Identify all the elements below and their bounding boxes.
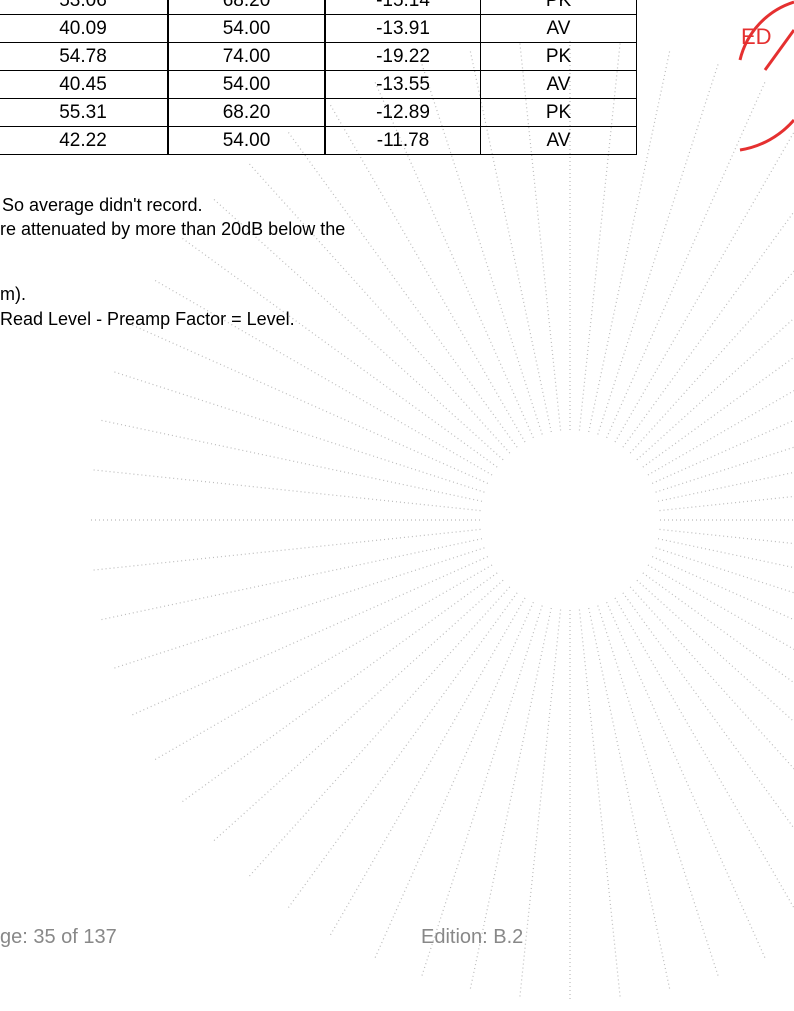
ray [100,420,481,501]
ray [615,104,794,442]
page-number: ge: 35 of 137 [0,926,117,949]
table-cell: -15.14 [325,0,481,15]
ray [589,608,670,989]
table-cell: -19.22 [325,43,481,71]
ray [660,470,794,511]
table-cell: 55.31 [0,99,168,127]
ray [623,132,794,448]
table-cell: 54.00 [168,127,325,155]
table-cell: PK [481,99,637,127]
table-cell: -13.55 [325,71,481,99]
edition: Edition: B.2 [421,926,523,949]
table-cell: PK [481,0,637,15]
ray [643,238,794,467]
table-cell: 54.00 [168,71,325,99]
ray [615,598,794,936]
ray [131,325,487,484]
ray [422,606,543,977]
ray [113,548,484,669]
note: Read Level - Preamp Factor = Level. [0,309,295,330]
ray [630,163,794,453]
ray [656,372,794,493]
table-cell: AV [481,127,637,155]
ray [375,602,534,958]
table-cell: 74.00 [168,43,325,71]
ray [113,372,484,493]
table-cell: -11.78 [325,127,481,155]
stamp-text: ED [741,24,772,50]
ray [100,539,481,620]
table-cell: 68.20 [168,99,325,127]
ray [579,610,620,998]
ray [643,573,794,802]
ray [656,548,794,669]
ray [630,587,794,877]
ray [330,598,525,936]
table-cell: 40.09 [0,15,168,43]
ray [288,593,517,909]
table-cell: 40.45 [0,71,168,99]
ray [648,565,794,760]
page: 53.0668.20-15.14PK40.0954.00-13.91AV54.7… [0,0,794,1011]
ray [249,587,510,877]
table-cell: -12.89 [325,99,481,127]
table-cell: 54.78 [0,43,168,71]
ray [598,606,719,977]
ray [607,602,766,958]
ray [520,610,561,998]
table-cell: 53.06 [0,0,168,15]
ray [637,580,794,841]
ray [93,470,481,511]
ray [660,529,794,570]
ray [658,539,794,620]
table-cell: 54.00 [168,15,325,43]
table-cell: -13.91 [325,15,481,43]
ray [637,199,794,460]
note: re attenuated by more than 20dB below th… [0,219,345,240]
table-cell: AV [481,71,637,99]
table-cell: 42.22 [0,127,168,155]
ray [658,420,794,501]
ray [652,325,794,484]
ray [93,529,481,570]
table-cell: PK [481,43,637,71]
ray [623,593,794,909]
note: m). [0,284,26,305]
ray [154,565,492,760]
ray [648,280,794,475]
ray [288,132,517,448]
ray [213,580,503,841]
ray [131,557,487,716]
table-cell: 68.20 [168,0,325,15]
ray [182,238,498,467]
table-cell: AV [481,15,637,43]
ray [182,573,498,802]
note: So average didn't record. [2,195,203,216]
ray [652,557,794,716]
